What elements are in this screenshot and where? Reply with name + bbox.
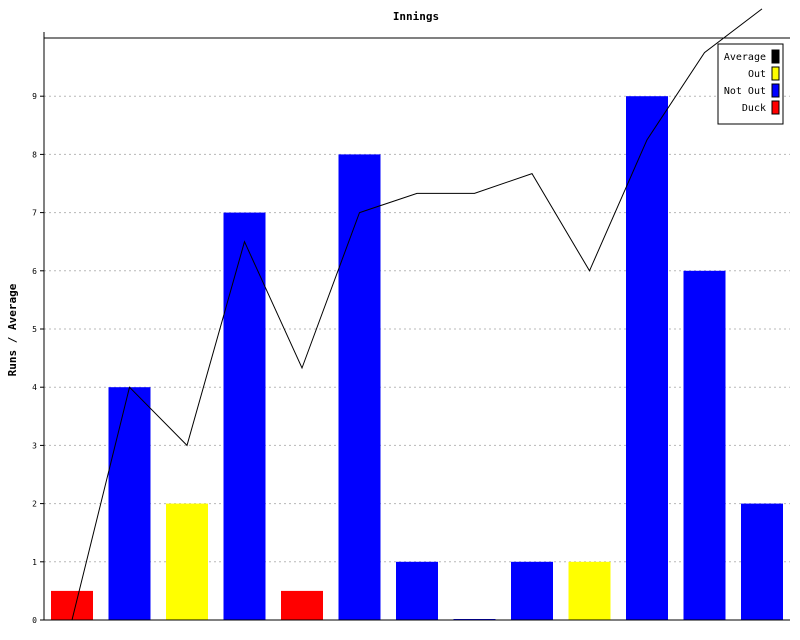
bar — [396, 561, 438, 620]
y-tick-label: 0 — [32, 616, 37, 625]
bars — [51, 96, 783, 620]
y-tick-label: 4 — [32, 383, 37, 392]
bar — [683, 270, 726, 620]
axes — [43, 32, 790, 621]
y-tick-label: 1 — [32, 558, 37, 567]
bar — [511, 561, 553, 620]
legend-label: Out — [748, 69, 766, 80]
y-tick-label: 2 — [32, 500, 37, 509]
y-tick-label: 3 — [32, 441, 37, 450]
legend-swatch — [771, 66, 780, 81]
y-ticks: 0 1 2 3 4 5 6 7 8 9 — [32, 92, 44, 625]
y-tick-label: 8 — [32, 150, 37, 159]
bar — [166, 503, 208, 620]
legend-swatch — [771, 100, 780, 115]
bar — [108, 387, 151, 620]
legend-label: Not Out — [724, 86, 766, 97]
legend-swatch — [771, 83, 780, 98]
bar — [51, 590, 93, 620]
bar — [626, 96, 668, 620]
y-tick-label: 9 — [32, 92, 37, 101]
y-tick-label: 5 — [32, 325, 37, 334]
legend-label: Average — [724, 52, 766, 63]
bar — [338, 154, 381, 620]
legend-swatch — [771, 49, 780, 64]
y-tick-label: 7 — [32, 209, 37, 218]
legend: Average Out Not Out Duck — [717, 43, 784, 125]
gridlines — [44, 95, 790, 563]
average-line-group — [71, 8, 763, 621]
bar — [223, 212, 266, 620]
bar — [281, 590, 323, 620]
average-line — [71, 8, 763, 621]
y-tick-label: 6 — [32, 267, 37, 276]
bar — [568, 561, 611, 620]
legend-label: Duck — [742, 103, 766, 114]
bar — [741, 503, 783, 620]
y-axis-label: Runs / Average — [6, 283, 19, 376]
chart-title: Innings — [393, 10, 439, 23]
